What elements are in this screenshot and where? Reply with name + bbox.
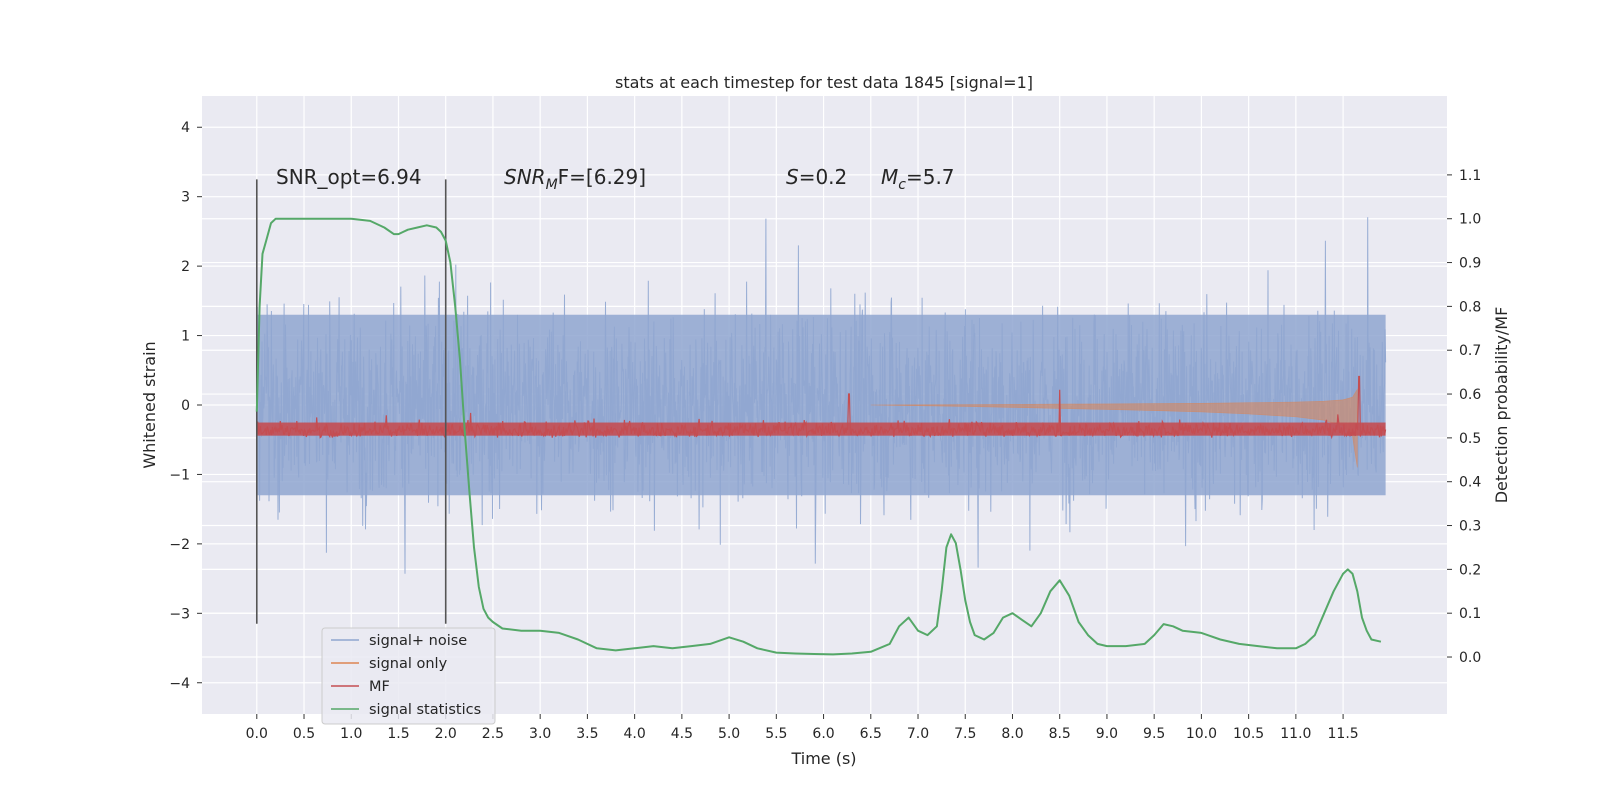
y-tick-label-right: 0.8 xyxy=(1459,299,1481,315)
legend-label-mf: MF xyxy=(369,679,390,695)
annotation-s: S=0.2 xyxy=(786,165,847,189)
x-tick-label: 10.5 xyxy=(1233,726,1264,742)
x-tick-label: 9.5 xyxy=(1143,726,1165,742)
legend-label-signal-statistics: signal statistics xyxy=(369,702,481,718)
annotation-snr-mf-sub: M xyxy=(546,177,558,193)
legend-label-signal-noise: signal+ noise xyxy=(369,633,467,649)
x-tick-label: 4.5 xyxy=(671,726,693,742)
y-tick-label: 1 xyxy=(181,329,190,345)
x-tick-label: 5.5 xyxy=(765,726,787,742)
annotation-snr-mf-base: SNR xyxy=(504,165,546,189)
annotation-s-label: S xyxy=(786,165,799,189)
x-tick-label: 3.0 xyxy=(529,726,551,742)
x-tick-label: 7.5 xyxy=(954,726,976,742)
y-tick-label: −2 xyxy=(169,537,190,553)
annotation-mc-base: M xyxy=(881,165,898,189)
annotation-snr-mf-rest: F=[6.29] xyxy=(558,165,646,189)
y-tick-label-right: 1.0 xyxy=(1459,212,1481,228)
annotation-snr-mf: SNRMF=[6.29] xyxy=(504,165,646,193)
x-tick-label: 8.0 xyxy=(1001,726,1023,742)
x-tick-label: 10.0 xyxy=(1186,726,1217,742)
y-tick-label-right: 0.0 xyxy=(1459,650,1481,666)
y-tick-label-right: 0.7 xyxy=(1459,343,1481,359)
y-tick-label: 0 xyxy=(181,398,190,414)
x-tick-label: 8.5 xyxy=(1049,726,1071,742)
annotations: SNR_opt=6.94 SNRMF=[6.29] S=0.2 Mc=5.7 xyxy=(276,165,955,193)
y-tick-label: −4 xyxy=(169,676,190,692)
legend: signal+ noise signal only MF signal stat… xyxy=(321,627,496,725)
x-axis-label: Time (s) xyxy=(790,749,856,768)
y-tick-label-right: 0.2 xyxy=(1459,562,1481,578)
y-tick-label-right: 0.9 xyxy=(1459,256,1481,272)
x-tick-label: 2.0 xyxy=(435,726,457,742)
plot-content xyxy=(255,179,1387,656)
x-tick-label: 7.0 xyxy=(907,726,929,742)
y-tick-label-right: 0.3 xyxy=(1459,519,1481,535)
x-tick-label: 6.5 xyxy=(860,726,882,742)
annotation-mc-sub: c xyxy=(898,177,906,193)
annotation-snr-opt: SNR_opt=6.94 xyxy=(276,165,422,189)
x-tick-label: 9.0 xyxy=(1096,726,1118,742)
y-tick-label: −3 xyxy=(169,606,190,622)
y-tick-label: 4 xyxy=(181,120,190,136)
y-tick-label: 3 xyxy=(181,190,190,206)
x-tick-label: 1.5 xyxy=(387,726,409,742)
series-signal-statistics xyxy=(255,217,1382,656)
x-tick-label: 6.0 xyxy=(812,726,834,742)
x-tick-label: 0.5 xyxy=(293,726,315,742)
y-axis-label: Whitened strain xyxy=(140,341,159,468)
x-tick-label: 0.0 xyxy=(246,726,268,742)
y-tick-label: −1 xyxy=(169,467,190,483)
x-tick-label: 3.5 xyxy=(576,726,598,742)
y-tick-label-right: 0.1 xyxy=(1459,606,1481,622)
y-tick-label-right: 0.5 xyxy=(1459,431,1481,447)
y-tick-label-right: 1.1 xyxy=(1459,168,1481,184)
x-tick-label: 11.5 xyxy=(1328,726,1359,742)
x-tick-label: 11.0 xyxy=(1280,726,1311,742)
x-tick-label: 1.0 xyxy=(340,726,362,742)
y-tick-label-right: 0.6 xyxy=(1459,387,1481,403)
annotation-mc-value: =5.7 xyxy=(906,165,955,189)
x-tick-label: 5.0 xyxy=(718,726,740,742)
chart-title: stats at each timestep for test data 184… xyxy=(615,73,1033,92)
legend-box xyxy=(321,627,496,725)
y-tick-label-right: 0.4 xyxy=(1459,475,1481,491)
annotation-s-value: =0.2 xyxy=(799,165,848,189)
x-tick-label: 4.0 xyxy=(623,726,645,742)
series-mf-core xyxy=(256,422,1386,436)
annotation-mc: Mc=5.7 xyxy=(881,165,955,193)
legend-label-signal-only: signal only xyxy=(369,656,448,672)
axes-ticks: 0.0 0.5 1.0 1.5 2.0 2.5 3.0 3.5 4.0 4.5 5.0 5.5 6.0 6… xyxy=(169,120,1481,742)
y-tick-label: 2 xyxy=(181,259,190,275)
y-axis-label-right: Detection probability/MF xyxy=(1492,307,1511,504)
x-tick-label: 2.5 xyxy=(482,726,504,742)
